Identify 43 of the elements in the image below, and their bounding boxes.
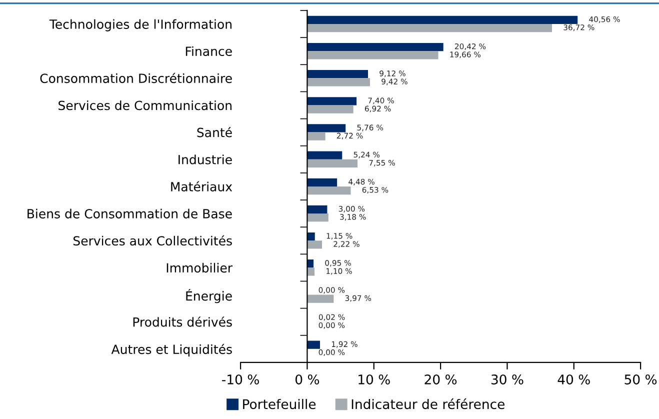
bar xyxy=(307,240,322,249)
x-tick-label: 0 % xyxy=(296,374,320,384)
x-tick-label: 10 % xyxy=(358,374,390,384)
y-tick-label: Consommation Discrétionnaire xyxy=(40,72,232,84)
y-tick-label: Biens de Consommation de Base xyxy=(28,208,232,218)
bar xyxy=(307,132,326,140)
bar xyxy=(307,159,358,168)
bar xyxy=(307,232,315,241)
y-tick-label: Services aux Collectivités xyxy=(73,235,232,246)
bar xyxy=(307,24,552,32)
y-tick-label: Technologies de l'Information xyxy=(49,19,232,32)
bar xyxy=(307,78,370,86)
y-tick-label: Énergie xyxy=(186,288,232,304)
bar xyxy=(307,124,346,132)
bar xyxy=(307,105,354,114)
bar xyxy=(307,97,357,106)
y-tick-label: Immobilier xyxy=(166,262,233,273)
bar xyxy=(307,186,351,195)
bar xyxy=(307,70,368,78)
bar xyxy=(307,151,342,160)
y-tick-label: Santé xyxy=(197,127,232,138)
bar xyxy=(307,178,338,186)
bar xyxy=(307,294,334,303)
bar xyxy=(307,51,438,60)
bar xyxy=(307,42,444,52)
bar xyxy=(307,340,320,349)
x-tick-label: 40 % xyxy=(558,374,590,384)
x-tick-label: 50 % xyxy=(624,374,657,384)
y-tick-label: Matériaux xyxy=(171,181,232,192)
bar xyxy=(307,16,578,24)
bar xyxy=(307,214,328,222)
y-tick-label: Services de Communication xyxy=(58,100,232,110)
y-tick-label: Produits dérivés xyxy=(133,316,232,327)
x-tick-label: 20 % xyxy=(424,374,457,384)
bar xyxy=(307,205,328,214)
y-tick-label: Autres et Liquidités xyxy=(111,344,232,356)
y-tick-label: Industrie xyxy=(178,154,232,164)
x-tick-label: 30 % xyxy=(491,374,524,384)
y-tick-label: Finance xyxy=(186,46,232,56)
legend-label: Portefeuille xyxy=(243,398,316,410)
legend-label: Indicateur de référence xyxy=(352,398,504,410)
x-tick-label: -10 % xyxy=(222,374,259,384)
bar xyxy=(307,268,315,276)
